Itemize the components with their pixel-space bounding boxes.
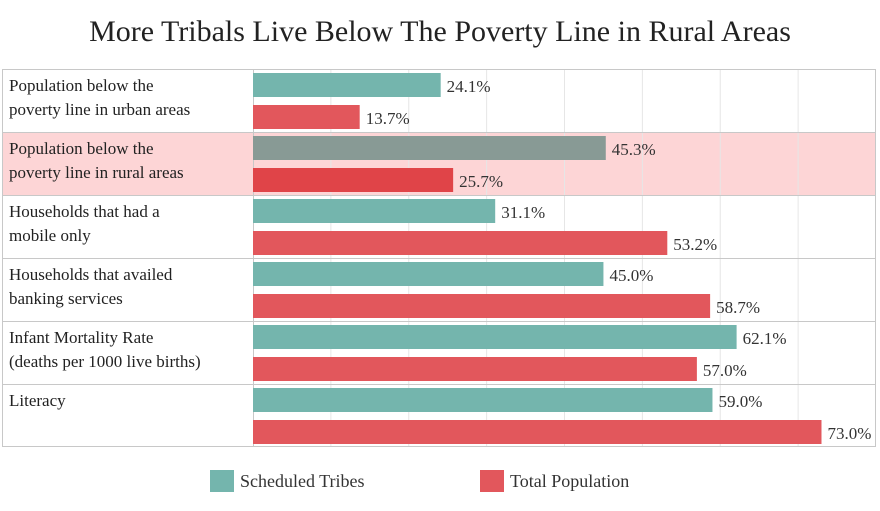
bar-total-population xyxy=(253,105,360,129)
legend-item-total-population[interactable]: Total Population xyxy=(480,468,629,494)
bar-total-population xyxy=(253,168,454,192)
category-label-line: Households that availed xyxy=(9,265,173,284)
legend-label-scheduled-tribes: Scheduled Tribes xyxy=(240,470,365,491)
data-label: 45.0% xyxy=(609,266,653,285)
category-label: Infant Mortality Rate (deaths per 1000 li… xyxy=(9,328,201,371)
bar-scheduled-tribes xyxy=(253,262,604,286)
legend-label-total-population: Total Population xyxy=(510,470,630,491)
category-label-line: Literacy xyxy=(9,391,66,410)
data-label: 13.7% xyxy=(366,109,410,128)
category-label-line: (deaths per 1000 live births) xyxy=(9,352,201,371)
category-label: Households that had a mobile only xyxy=(9,202,160,245)
legend: Scheduled Tribes Total Population xyxy=(0,468,880,494)
category-label-line: Population below the xyxy=(9,76,153,95)
legend-item-scheduled-tribes[interactable]: Scheduled Tribes xyxy=(210,468,365,494)
data-label: 73.0% xyxy=(827,424,871,443)
category-label: Population below the poverty line in urba… xyxy=(9,76,190,119)
category-label-line: banking services xyxy=(9,289,123,308)
chart-title: More Tribals Live Below The Poverty Line… xyxy=(89,15,791,48)
data-label: 25.7% xyxy=(459,172,503,191)
data-label: 53.2% xyxy=(673,235,717,254)
category-label-line: Infant Mortality Rate xyxy=(9,328,153,347)
category-label-line: Population below the xyxy=(9,139,153,158)
bar-total-population xyxy=(253,357,697,381)
category-label-line: mobile only xyxy=(9,226,91,245)
data-label: 59.0% xyxy=(718,392,762,411)
category-label: Literacy xyxy=(9,391,66,410)
bar-scheduled-tribes xyxy=(253,73,441,97)
category-label-line: Households that had a xyxy=(9,202,160,221)
data-label: 62.1% xyxy=(743,329,787,348)
bar-total-population xyxy=(253,231,668,255)
bar-total-population xyxy=(253,420,822,444)
bar-scheduled-tribes xyxy=(253,325,737,349)
legend-swatch-total-population xyxy=(480,470,504,492)
bar-scheduled-tribes xyxy=(253,388,713,412)
data-label: 58.7% xyxy=(716,298,760,317)
data-label: 31.1% xyxy=(501,203,545,222)
bar-total-population xyxy=(253,294,711,318)
bar-scheduled-tribes xyxy=(253,199,496,223)
legend-swatch-scheduled-tribes xyxy=(210,470,234,492)
category-label: Households that availed banking services xyxy=(9,265,173,308)
category-label: Population below the poverty line in rura… xyxy=(9,139,184,182)
data-label: 45.3% xyxy=(612,140,656,159)
data-label: 24.1% xyxy=(447,77,491,96)
category-label-line: poverty line in urban areas xyxy=(9,100,190,119)
data-label: 57.0% xyxy=(703,361,747,380)
category-label-line: poverty line in rural areas xyxy=(9,163,184,182)
bar-scheduled-tribes xyxy=(253,136,606,160)
